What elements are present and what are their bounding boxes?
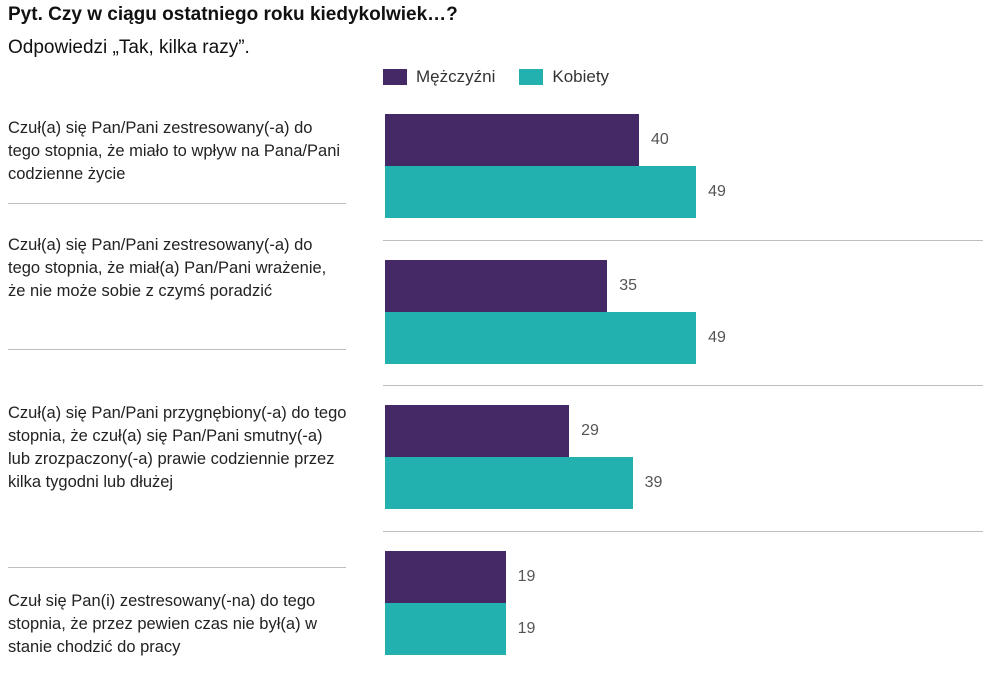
category-label: Czuł(a) się Pan/Pani zestresowany(-a) do… bbox=[8, 236, 327, 300]
bar-men bbox=[385, 260, 608, 312]
bar-women bbox=[385, 603, 506, 655]
bar-women bbox=[385, 457, 633, 509]
chart-title: Pyt. Czy w ciągu ostatniego roku kiedyko… bbox=[8, 4, 458, 25]
chart-subtitle: Odpowiedzi „Tak, kilka razy”. bbox=[8, 37, 250, 58]
right-separator bbox=[383, 531, 983, 532]
right-separator bbox=[383, 240, 983, 241]
category-label: Czuł się Pan(i) zestresowany(-na) do teg… bbox=[8, 592, 318, 656]
legend-item-men: Mężczyźni bbox=[383, 67, 495, 87]
bar-women bbox=[385, 312, 697, 364]
data-label-women: 39 bbox=[644, 474, 663, 491]
data-label-women: 19 bbox=[517, 620, 536, 637]
bar-men bbox=[385, 405, 570, 457]
right-separator bbox=[383, 385, 983, 386]
legend-swatch-men bbox=[383, 69, 407, 85]
bar-men bbox=[385, 114, 639, 166]
data-label-women: 49 bbox=[708, 329, 726, 346]
legend-swatch-women bbox=[519, 69, 544, 85]
data-label-men: 19 bbox=[517, 568, 536, 585]
legend: Mężczyźni Kobiety bbox=[383, 67, 633, 87]
data-label-women: 49 bbox=[708, 183, 726, 200]
bar-women bbox=[385, 166, 697, 218]
left-separator bbox=[8, 349, 346, 350]
data-label-men: 35 bbox=[619, 277, 638, 294]
category-label: Czuł(a) się Pan/Pani przygnębiony(-a) do… bbox=[8, 404, 347, 491]
left-separator bbox=[8, 567, 346, 568]
legend-label-women: Kobiety bbox=[552, 67, 610, 86]
data-label-men: 29 bbox=[581, 422, 599, 439]
legend-label-men: Mężczyźni bbox=[416, 67, 496, 86]
bar-men bbox=[385, 551, 506, 603]
data-label-men: 40 bbox=[651, 131, 669, 148]
legend-item-women: Kobiety bbox=[519, 67, 609, 87]
category-label: Czuł(a) się Pan/Pani zestresowany(-a) do… bbox=[8, 119, 341, 183]
left-separator bbox=[8, 203, 346, 204]
